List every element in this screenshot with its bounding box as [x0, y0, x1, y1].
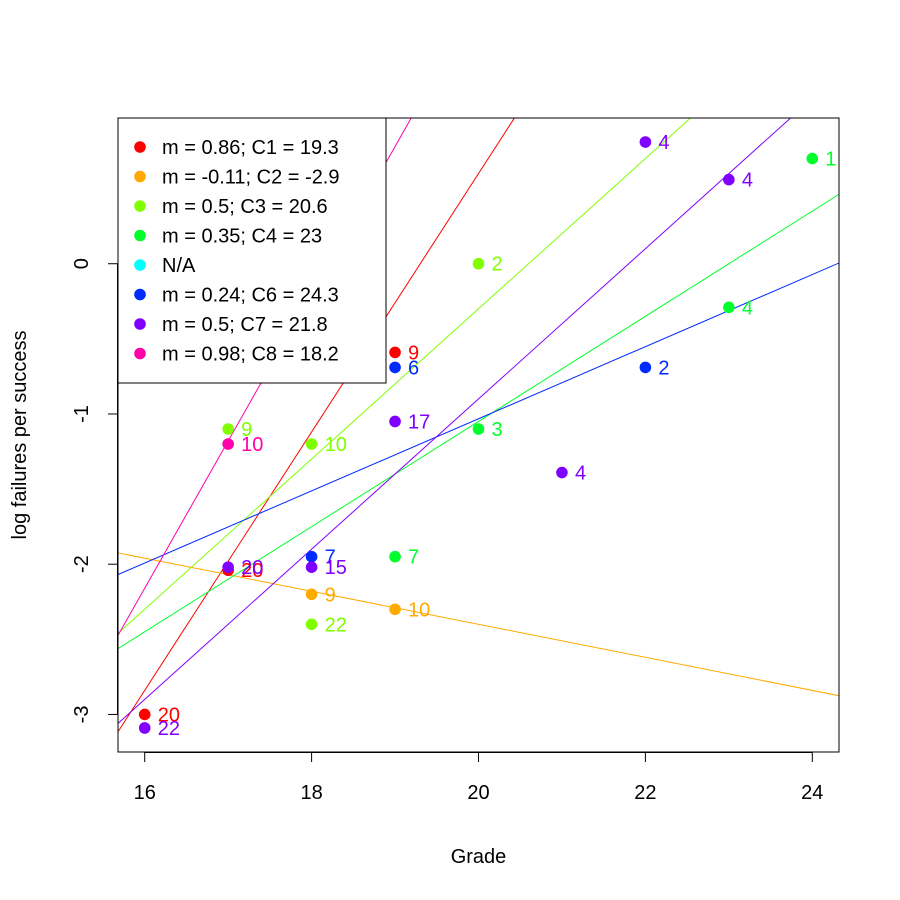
data-point: [472, 257, 485, 270]
point-label: 20: [241, 557, 263, 579]
x-tick-label: 22: [634, 782, 656, 804]
point-label: 10: [325, 434, 347, 456]
data-point: [723, 173, 735, 186]
legend-swatch: [134, 229, 146, 242]
point-label: 2: [492, 254, 503, 276]
y-tick-label: 0: [71, 258, 93, 269]
legend-entry: m = 0.98; C8 = 18.2: [162, 344, 339, 366]
point-label: 22: [158, 718, 180, 740]
legend-entry: m = 0.35; C4 = 23: [162, 226, 322, 248]
legend-swatch: [134, 318, 146, 330]
data-point: [472, 423, 485, 435]
data-point: [138, 708, 151, 721]
point-label: 9: [241, 419, 252, 441]
fit-line-series-6: [118, 262, 839, 576]
point-label: 4: [742, 170, 753, 192]
data-point: [389, 415, 401, 428]
y-tick-label: -1: [71, 405, 93, 423]
fit-line-series-1: [118, 118, 515, 733]
data-point: [222, 438, 234, 450]
point-label: 22: [325, 614, 347, 636]
data-point: [305, 561, 318, 574]
point-label: 20: [158, 704, 180, 726]
data-point: [389, 603, 401, 616]
x-axis-label: Grade: [451, 846, 507, 868]
fit-line-series-8: [118, 118, 412, 637]
y-tick-label: -3: [71, 706, 93, 724]
data-point: [305, 550, 318, 563]
point-label: 17: [408, 411, 430, 433]
point-label: 2: [658, 357, 669, 379]
point-label: 9: [325, 584, 336, 606]
data-point: [639, 136, 652, 148]
point-label: 6: [408, 357, 419, 379]
point-label: 15: [325, 557, 347, 579]
fit-line-series-2: [118, 552, 839, 697]
data-point: [138, 722, 151, 734]
data-point: [389, 361, 401, 374]
legend-swatch: [134, 259, 146, 271]
x-tick-label: 18: [300, 782, 322, 804]
data-point: [305, 618, 318, 631]
data-point: [639, 361, 652, 374]
x-tick-label: 16: [134, 782, 156, 804]
fit-line-series-3: [118, 118, 692, 634]
legend-swatch: [134, 200, 146, 212]
x-tick-label: 24: [801, 782, 823, 804]
point-label: 1: [825, 149, 836, 171]
point-label: 7: [408, 547, 419, 569]
legend-entry: m = 0.5; C3 = 20.6: [162, 196, 328, 218]
data-point: [222, 423, 234, 435]
legend-entry: m = 0.5; C7 = 21.8: [162, 314, 328, 336]
point-label: 4: [742, 297, 753, 319]
data-point: [305, 588, 318, 601]
legend-entry: m = -0.11; C2 = -2.9: [162, 167, 340, 189]
legend-entry: N/A: [162, 255, 196, 277]
point-label: 3: [492, 419, 503, 441]
data-point: [806, 152, 819, 165]
data-point: [389, 550, 401, 563]
data-point: [556, 466, 568, 479]
point-label: 4: [658, 132, 669, 154]
legend-entry: m = 0.24; C6 = 24.3: [162, 285, 339, 307]
legend-swatch: [134, 347, 146, 360]
legend-box: [117, 117, 387, 384]
data-point: [389, 346, 401, 359]
y-axis-label: log failures per success: [9, 331, 31, 540]
point-label: 20: [241, 560, 263, 582]
point-label: 9: [408, 342, 419, 364]
fit-line-series-7: [118, 118, 792, 725]
legend-swatch: [134, 141, 146, 153]
point-label: 4: [575, 463, 586, 485]
y-tick-label: -2: [71, 555, 93, 573]
legend-swatch: [134, 170, 146, 183]
data-point: [222, 561, 234, 574]
legend: m = 0.86; C1 = 19.3 m = -0.11; C2 = -2.9 m…: [117, 117, 387, 384]
point-label: 10: [241, 434, 263, 456]
data-point: [723, 301, 735, 314]
fit-line-series-4: [118, 193, 839, 650]
regression-lines: [118, 118, 839, 733]
legend-entry: m = 0.86; C1 = 19.3: [162, 137, 339, 159]
data-point: [305, 438, 318, 450]
plot-frame: [117, 117, 840, 753]
legend-swatch: [134, 288, 146, 301]
point-label: 7: [325, 547, 336, 569]
x-tick-label: 20: [467, 782, 489, 804]
point-label: 10: [408, 599, 430, 621]
